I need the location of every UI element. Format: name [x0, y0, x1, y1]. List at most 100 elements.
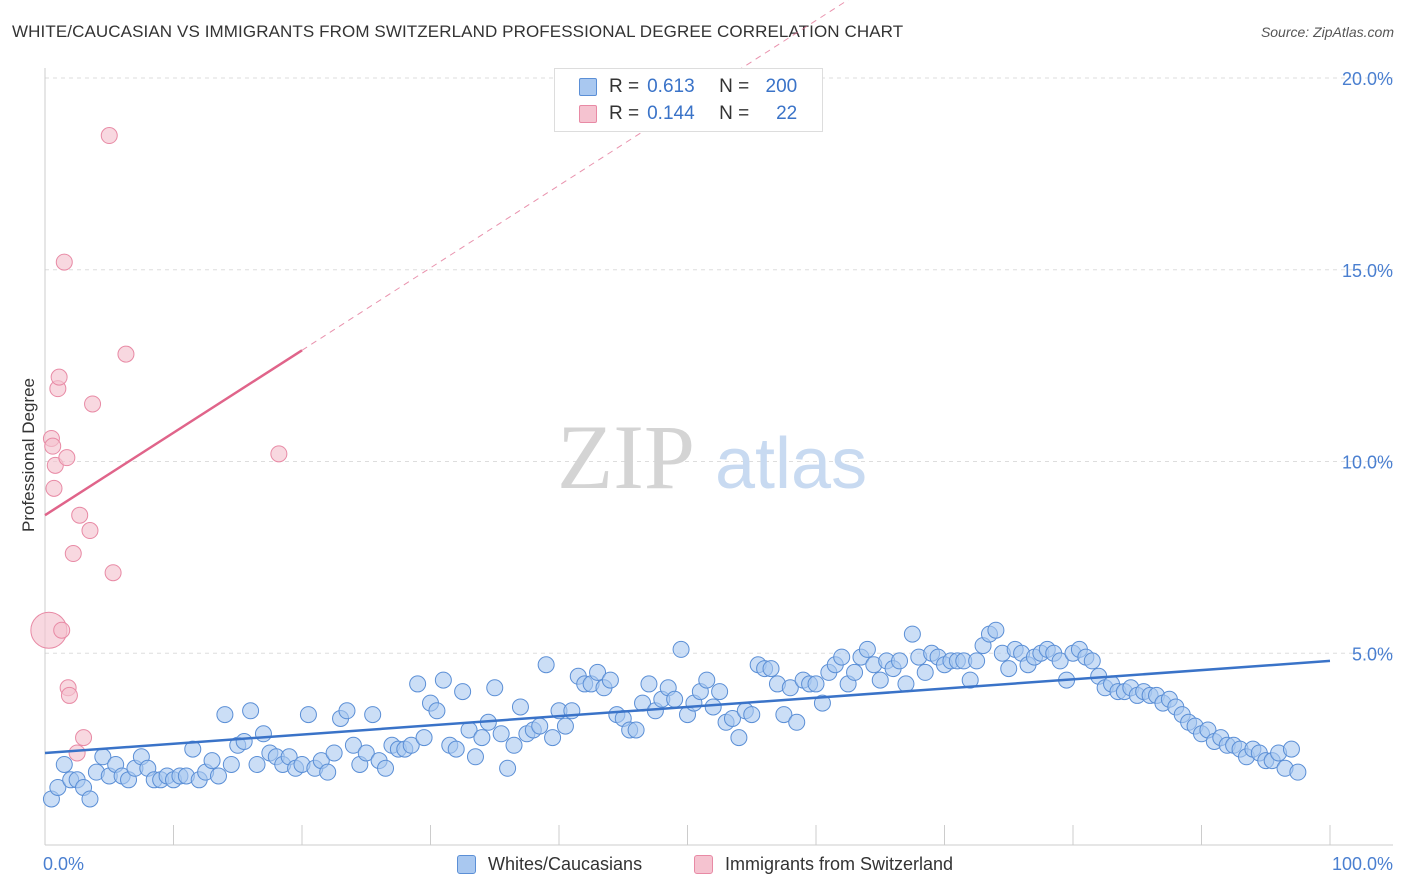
point-whites — [640, 675, 658, 693]
point-whites — [711, 683, 729, 701]
y-tick-label: 5.0% — [1352, 644, 1393, 664]
point-whites — [49, 778, 67, 796]
point-whites — [961, 671, 979, 689]
trend-line-whites — [44, 659, 1331, 755]
bottom-legend-whites: Whites/Caucasians — [457, 852, 642, 876]
point-whites — [216, 706, 234, 724]
point-immigrants — [71, 506, 89, 524]
bottom-legend-immigrants: Immigrants from Switzerland — [694, 852, 953, 876]
point-whites — [897, 675, 915, 693]
point-whites — [762, 660, 780, 678]
point-whites — [891, 652, 909, 670]
point-whites — [813, 694, 831, 712]
point-immigrants — [270, 445, 288, 463]
bottom-legend-label-immigrants: Immigrants from Switzerland — [725, 853, 954, 874]
bottom-legend-swatch-pink — [694, 854, 713, 874]
point-whites — [916, 663, 934, 681]
legend-n-value: 200 — [765, 76, 798, 97]
legend-n-label: N = — [719, 103, 750, 124]
legend-r-label: R = — [609, 103, 640, 124]
point-whites — [903, 625, 921, 643]
trend-line-immigrants — [44, 349, 303, 517]
point-whites — [486, 679, 504, 697]
point-whites — [235, 732, 253, 750]
legend-swatch-blue — [579, 78, 597, 96]
point-whites — [775, 706, 793, 724]
bottom-legend: Whites/Caucasians Immigrants from Switze… — [0, 852, 1406, 876]
point-whites — [222, 755, 240, 773]
point-immigrants — [104, 564, 122, 582]
chart-title: WHITE/CAUCASIAN VS IMMIGRANTS FROM SWITZ… — [12, 22, 904, 41]
watermark-zip: ZIP — [557, 406, 695, 508]
point-immigrants — [75, 729, 93, 747]
point-whites — [209, 767, 227, 785]
y-tick-label: 10.0% — [1342, 453, 1393, 473]
point-whites — [434, 671, 452, 689]
point-whites — [987, 621, 1005, 639]
point-whites — [511, 698, 529, 716]
point-whites — [409, 675, 427, 693]
legend: R = 0.613 N = 200 R = 0.144 N = 22 — [554, 68, 823, 132]
point-whites — [319, 763, 337, 781]
watermark: ZIP atlas — [557, 406, 867, 508]
legend-r-label: R = — [609, 76, 640, 97]
point-whites — [531, 717, 549, 735]
point-whites — [698, 671, 716, 689]
point-immigrants — [53, 621, 71, 639]
legend-row-whites: R = 0.613 N = 200 — [579, 75, 797, 99]
point-whites — [846, 663, 864, 681]
point-whites — [704, 698, 722, 716]
point-immigrants — [55, 253, 73, 271]
point-whites — [544, 729, 562, 747]
point-whites — [1289, 763, 1307, 781]
point-whites — [1000, 660, 1018, 678]
legend-n-value: 22 — [776, 103, 798, 124]
point-whites — [833, 648, 851, 666]
point-whites — [454, 683, 472, 701]
axes — [44, 68, 1393, 846]
point-whites — [1051, 652, 1069, 670]
point-whites — [428, 702, 446, 720]
point-whites — [473, 729, 491, 747]
point-whites — [248, 755, 266, 773]
point-immigrants — [81, 522, 99, 540]
bottom-legend-label-whites: Whites/Caucasians — [488, 853, 643, 874]
point-whites — [1282, 740, 1300, 758]
legend-row-immigrants: R = 0.144 N = 22 — [579, 102, 797, 126]
point-whites — [672, 640, 690, 658]
y-tick-labels: 5.0% 10.0% 15.0% 20.0% — [1342, 69, 1393, 664]
grid-lines — [45, 77, 1393, 654]
point-whites — [743, 706, 761, 724]
watermark-atlas: atlas — [715, 424, 867, 504]
source-label: Source: ZipAtlas.com — [1260, 24, 1394, 40]
trend-line-immigrants-extension — [301, 0, 849, 351]
point-immigrants — [117, 345, 135, 363]
point-whites — [589, 663, 607, 681]
point-whites — [415, 729, 433, 747]
point-whites — [666, 690, 684, 708]
legend-n-label: N = — [719, 76, 750, 97]
series-whites-points — [42, 621, 1307, 808]
point-whites — [338, 702, 356, 720]
point-immigrants — [44, 437, 62, 455]
point-whites — [556, 717, 574, 735]
point-immigrants — [84, 395, 102, 413]
point-whites — [537, 656, 555, 674]
point-whites — [601, 671, 619, 689]
point-whites — [364, 706, 382, 724]
point-whites — [254, 725, 272, 743]
x-tick-label: 100.0% — [1332, 854, 1393, 874]
point-whites — [505, 736, 523, 754]
point-immigrants — [58, 449, 76, 467]
point-whites — [325, 744, 343, 762]
y-tick-label: 15.0% — [1342, 261, 1393, 281]
point-whites — [871, 671, 889, 689]
x-tick-label: 0.0% — [43, 854, 84, 874]
point-immigrants — [60, 686, 78, 704]
bottom-legend-swatch-blue — [457, 854, 476, 874]
point-whites — [402, 736, 420, 754]
point-immigrants — [50, 368, 68, 386]
point-whites — [299, 706, 317, 724]
point-whites — [357, 744, 375, 762]
